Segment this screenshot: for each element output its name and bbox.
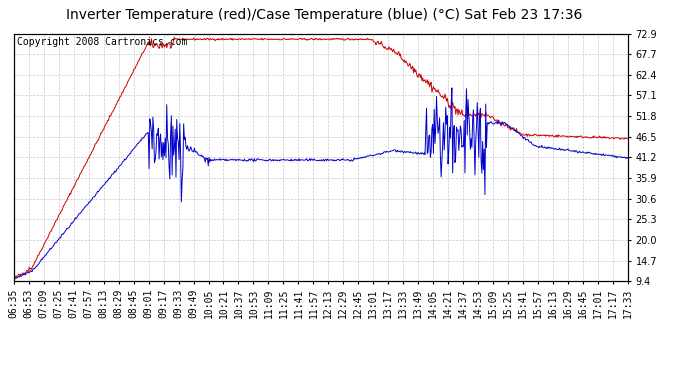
Text: Inverter Temperature (red)/Case Temperature (blue) (°C) Sat Feb 23 17:36: Inverter Temperature (red)/Case Temperat… bbox=[66, 8, 582, 21]
Text: Copyright 2008 Cartronics.com: Copyright 2008 Cartronics.com bbox=[17, 38, 187, 48]
